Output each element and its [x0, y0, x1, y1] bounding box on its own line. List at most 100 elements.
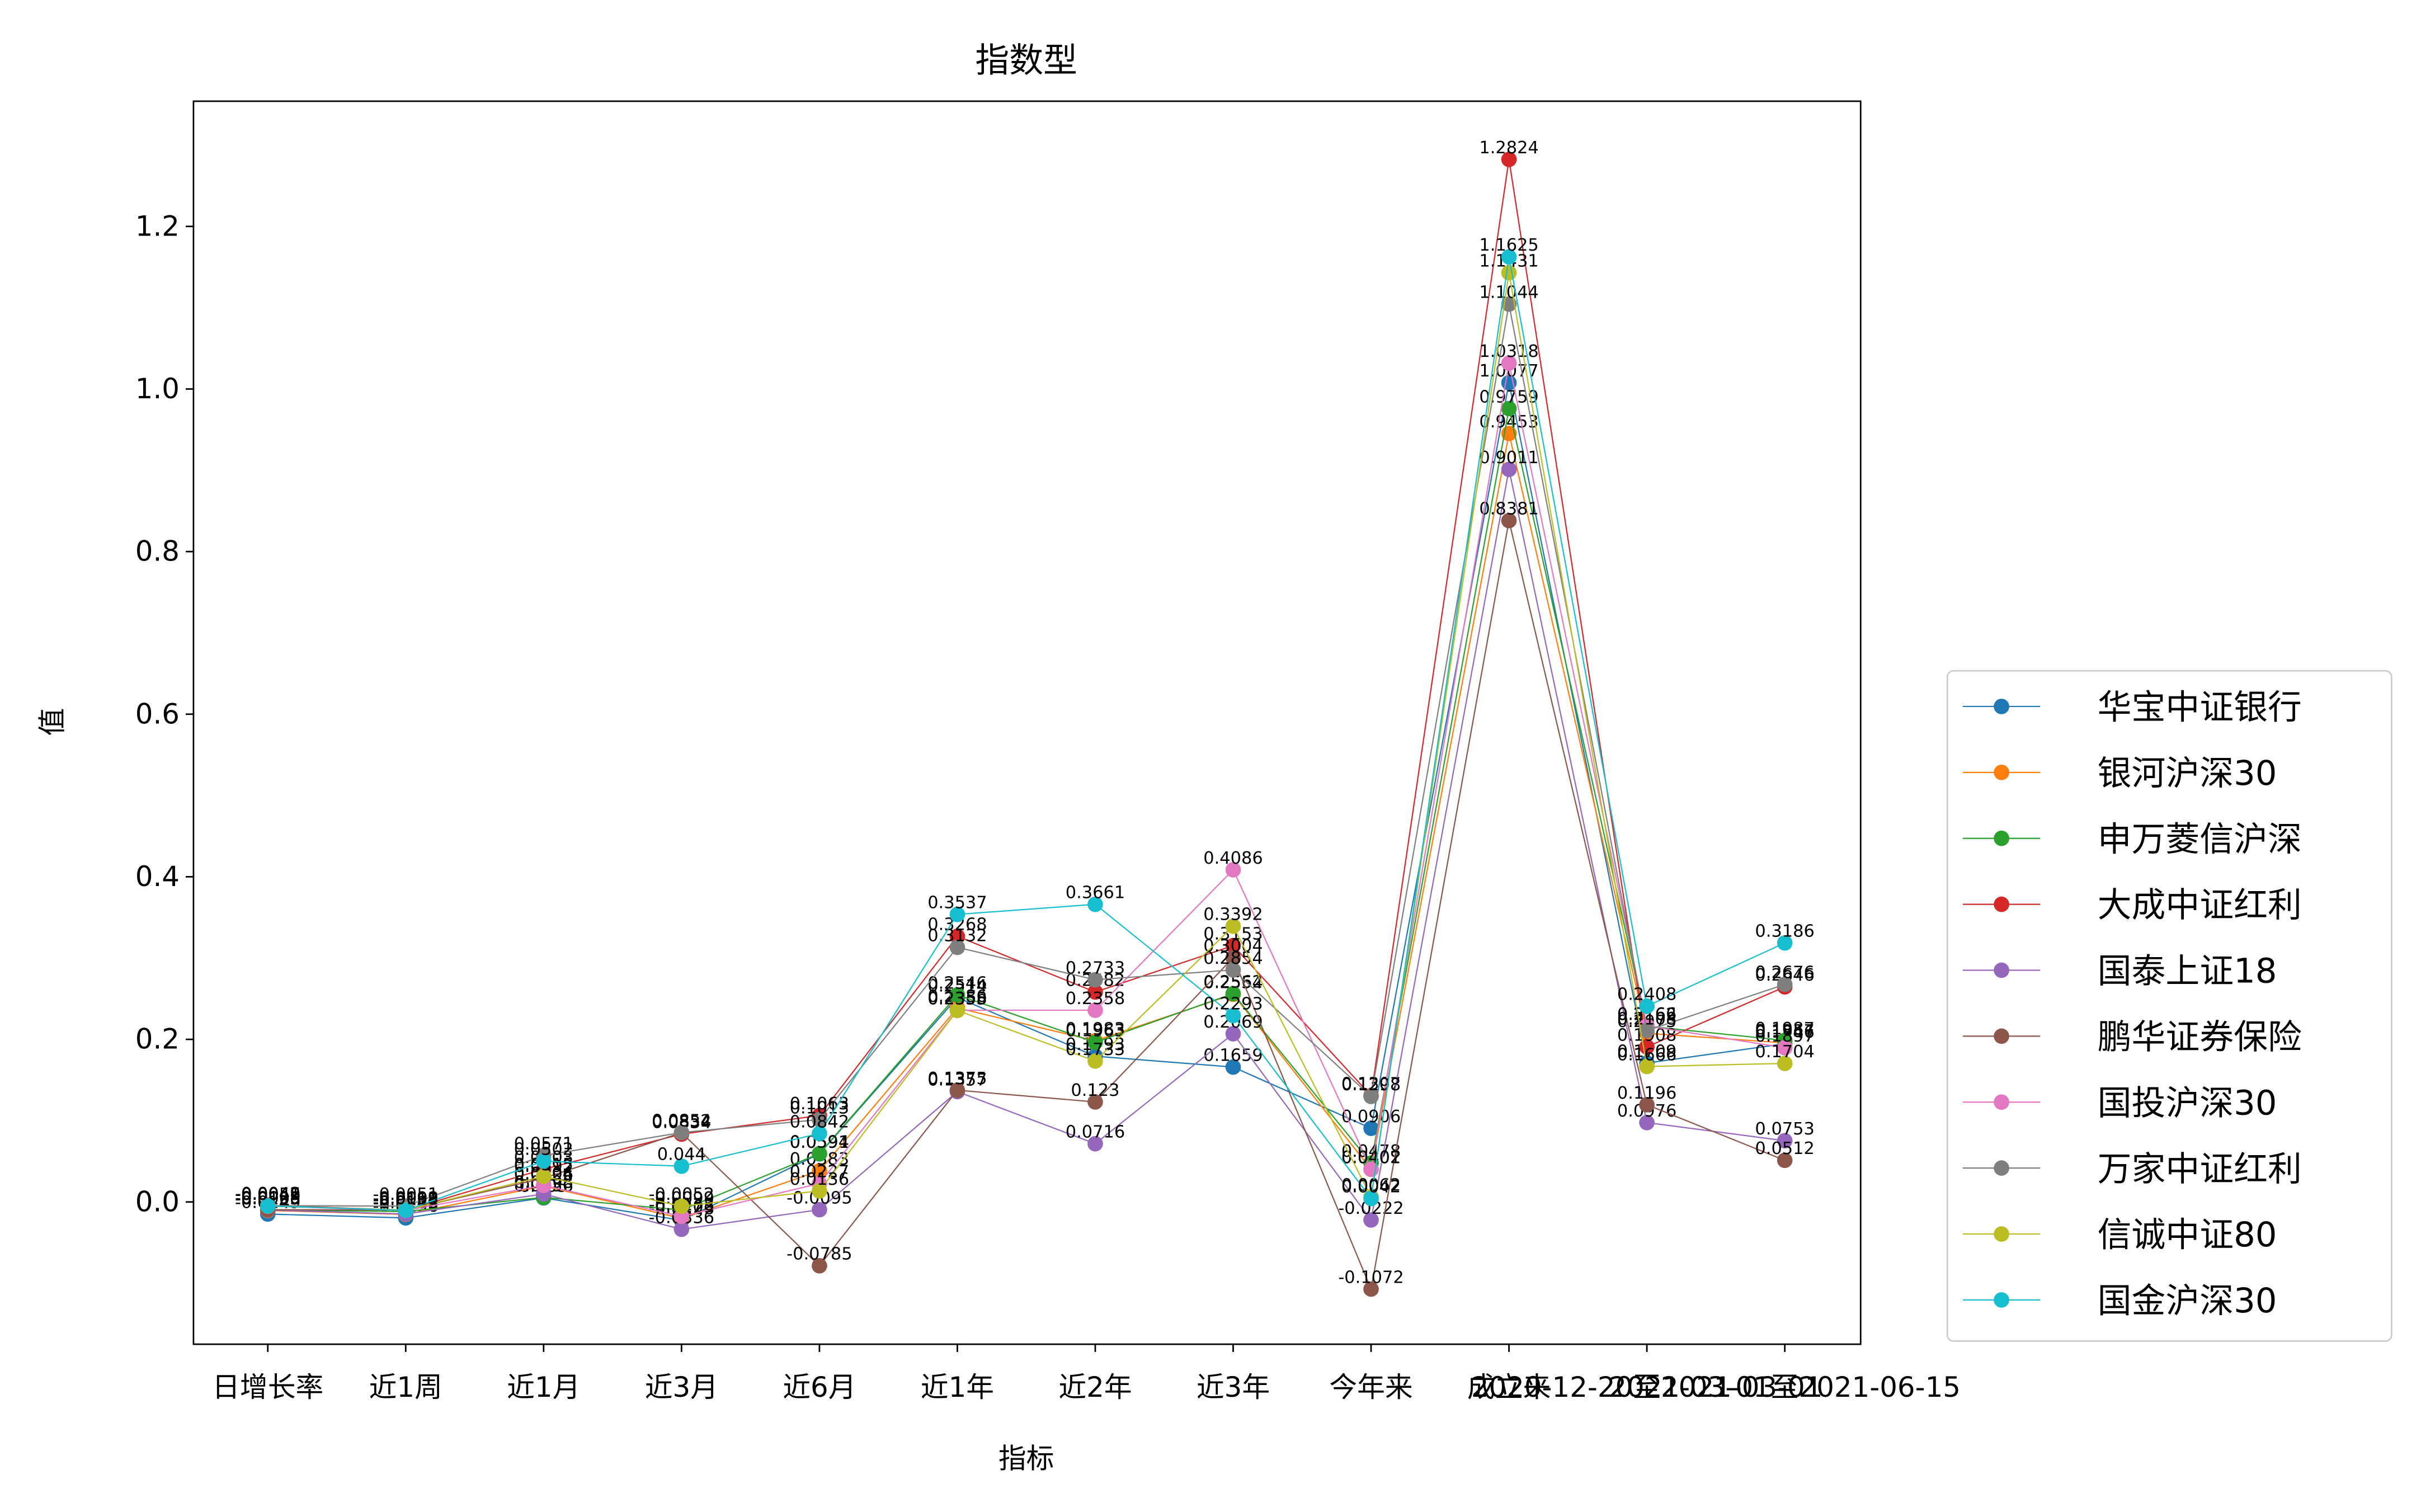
y-tick-label: 1.2 — [135, 210, 180, 242]
series-line — [267, 362, 1785, 1217]
data-label: -0.0785 — [786, 1245, 852, 1264]
x-tick-label: 近1月 — [507, 1371, 580, 1403]
legend-label: 国投沪深30 — [2098, 1083, 2277, 1123]
data-point — [1639, 1023, 1655, 1039]
data-point — [1777, 1152, 1793, 1169]
series-line — [267, 433, 1785, 1219]
x-tick-label: 近2年 — [1058, 1371, 1132, 1403]
chart-title: 指数型 — [975, 40, 1077, 80]
data-point — [1777, 1040, 1793, 1056]
legend-marker — [1994, 830, 2009, 846]
data-label: 0.0402 — [1341, 1148, 1401, 1167]
x-axis-label: 指标 — [998, 1442, 1054, 1475]
data-label: 0.2546 — [927, 974, 987, 993]
data-label: 0.3661 — [1066, 883, 1125, 903]
data-point — [812, 1202, 827, 1218]
data-point — [1225, 1059, 1241, 1075]
data-point — [1777, 1133, 1793, 1149]
data-point — [1225, 862, 1241, 878]
data-label: 0.2854 — [1203, 949, 1263, 968]
data-point — [1501, 401, 1517, 417]
data-point — [1087, 1094, 1103, 1110]
data-label: 0.2408 — [1617, 985, 1676, 1005]
data-label: 0.2676 — [1755, 963, 1814, 983]
data-label: 0.0042 — [1341, 1177, 1401, 1197]
data-point — [1363, 1120, 1379, 1136]
data-point — [1087, 1034, 1103, 1051]
data-label: 0.044 — [657, 1145, 706, 1165]
data-label: 0.3537 — [927, 893, 987, 913]
y-axis-label: 值 — [36, 708, 69, 736]
data-point — [812, 1163, 827, 1179]
data-label: -0.0049 — [235, 1185, 300, 1204]
legend-marker — [1994, 962, 2009, 978]
data-label: 1.1625 — [1479, 235, 1538, 255]
legend-label: 万家中证红利 — [2098, 1149, 2302, 1189]
legend-marker — [1994, 1292, 2009, 1308]
series-line — [267, 159, 1786, 1211]
data-label: 0.4086 — [1203, 849, 1263, 868]
data-point — [1225, 950, 1241, 965]
plot-frame — [192, 100, 1862, 1345]
data-point — [1225, 962, 1241, 978]
legend-marker — [1994, 896, 2009, 912]
data-label: 1.0318 — [1479, 342, 1538, 361]
data-point — [1501, 152, 1517, 167]
data-point — [1225, 918, 1241, 934]
y-tick-label: 0.8 — [135, 535, 180, 568]
data-label: 0.2733 — [1066, 958, 1125, 978]
data-point — [812, 1111, 827, 1128]
legend-label: 华宝中证银行 — [2098, 687, 2302, 727]
series-line — [267, 272, 1785, 1211]
data-point — [1501, 249, 1517, 265]
legend-marker — [1994, 1160, 2009, 1176]
data-label: 0.123 — [1071, 1081, 1119, 1100]
data-point — [1087, 1053, 1103, 1069]
data-label: 0.0753 — [1755, 1119, 1814, 1139]
data-point — [673, 1124, 690, 1141]
y-tick-label: 0.6 — [135, 698, 180, 730]
data-point — [673, 1198, 690, 1214]
x-tick-label: 日增长率 — [212, 1371, 323, 1403]
legend-marker — [1994, 1226, 2009, 1242]
legend-label: 鹏华证券保险 — [2098, 1018, 2302, 1057]
series-line — [267, 408, 1785, 1212]
data-point — [1087, 1002, 1103, 1018]
data-point — [812, 1125, 827, 1142]
data-point — [1087, 972, 1103, 988]
y-tick-label: 1.0 — [135, 373, 180, 405]
series-line — [267, 469, 1785, 1230]
data-label: 0.0716 — [1066, 1123, 1125, 1142]
series-line — [267, 520, 1786, 1292]
data-label: 0.1963 — [1066, 1021, 1125, 1040]
data-label: 0.0502 — [514, 1140, 573, 1160]
data-label: 0.0571 — [514, 1134, 573, 1154]
data-label: 0.0512 — [1755, 1139, 1814, 1158]
data-label: 0.0854 — [652, 1111, 711, 1131]
data-label: 0.1298 — [1341, 1075, 1401, 1095]
legend-label: 国泰上证18 — [2098, 952, 2277, 991]
data-label: 0.2355 — [927, 989, 987, 1009]
data-point — [812, 1183, 827, 1199]
data-point — [1363, 1212, 1379, 1228]
data-label: -0.1072 — [1338, 1268, 1403, 1287]
data-label: 0.0842 — [790, 1112, 849, 1132]
data-point — [1777, 1056, 1793, 1071]
x-tick-label: 近3年 — [1197, 1371, 1270, 1403]
x-tick-label: 近6月 — [783, 1371, 856, 1403]
data-point — [1087, 896, 1103, 912]
data-label: 0.1733 — [1066, 1040, 1125, 1059]
x-tick-label: 近3月 — [645, 1371, 718, 1403]
data-label: 0.1196 — [1617, 1084, 1676, 1103]
data-label: 0.1666 — [1617, 1045, 1676, 1065]
data-point — [1639, 1115, 1655, 1131]
x-tick-label: 成立来 — [1467, 1371, 1551, 1403]
legend-label: 信诚中证80 — [2098, 1215, 2277, 1255]
data-point — [535, 1153, 552, 1169]
legend-label: 国金沪深30 — [2098, 1281, 2277, 1321]
series-line — [267, 304, 1786, 1207]
data-point — [1363, 1089, 1379, 1104]
y-tick-label: 0.4 — [135, 860, 180, 893]
data-label: 0.2358 — [1066, 989, 1125, 1009]
data-label: 0.2293 — [1203, 994, 1263, 1014]
